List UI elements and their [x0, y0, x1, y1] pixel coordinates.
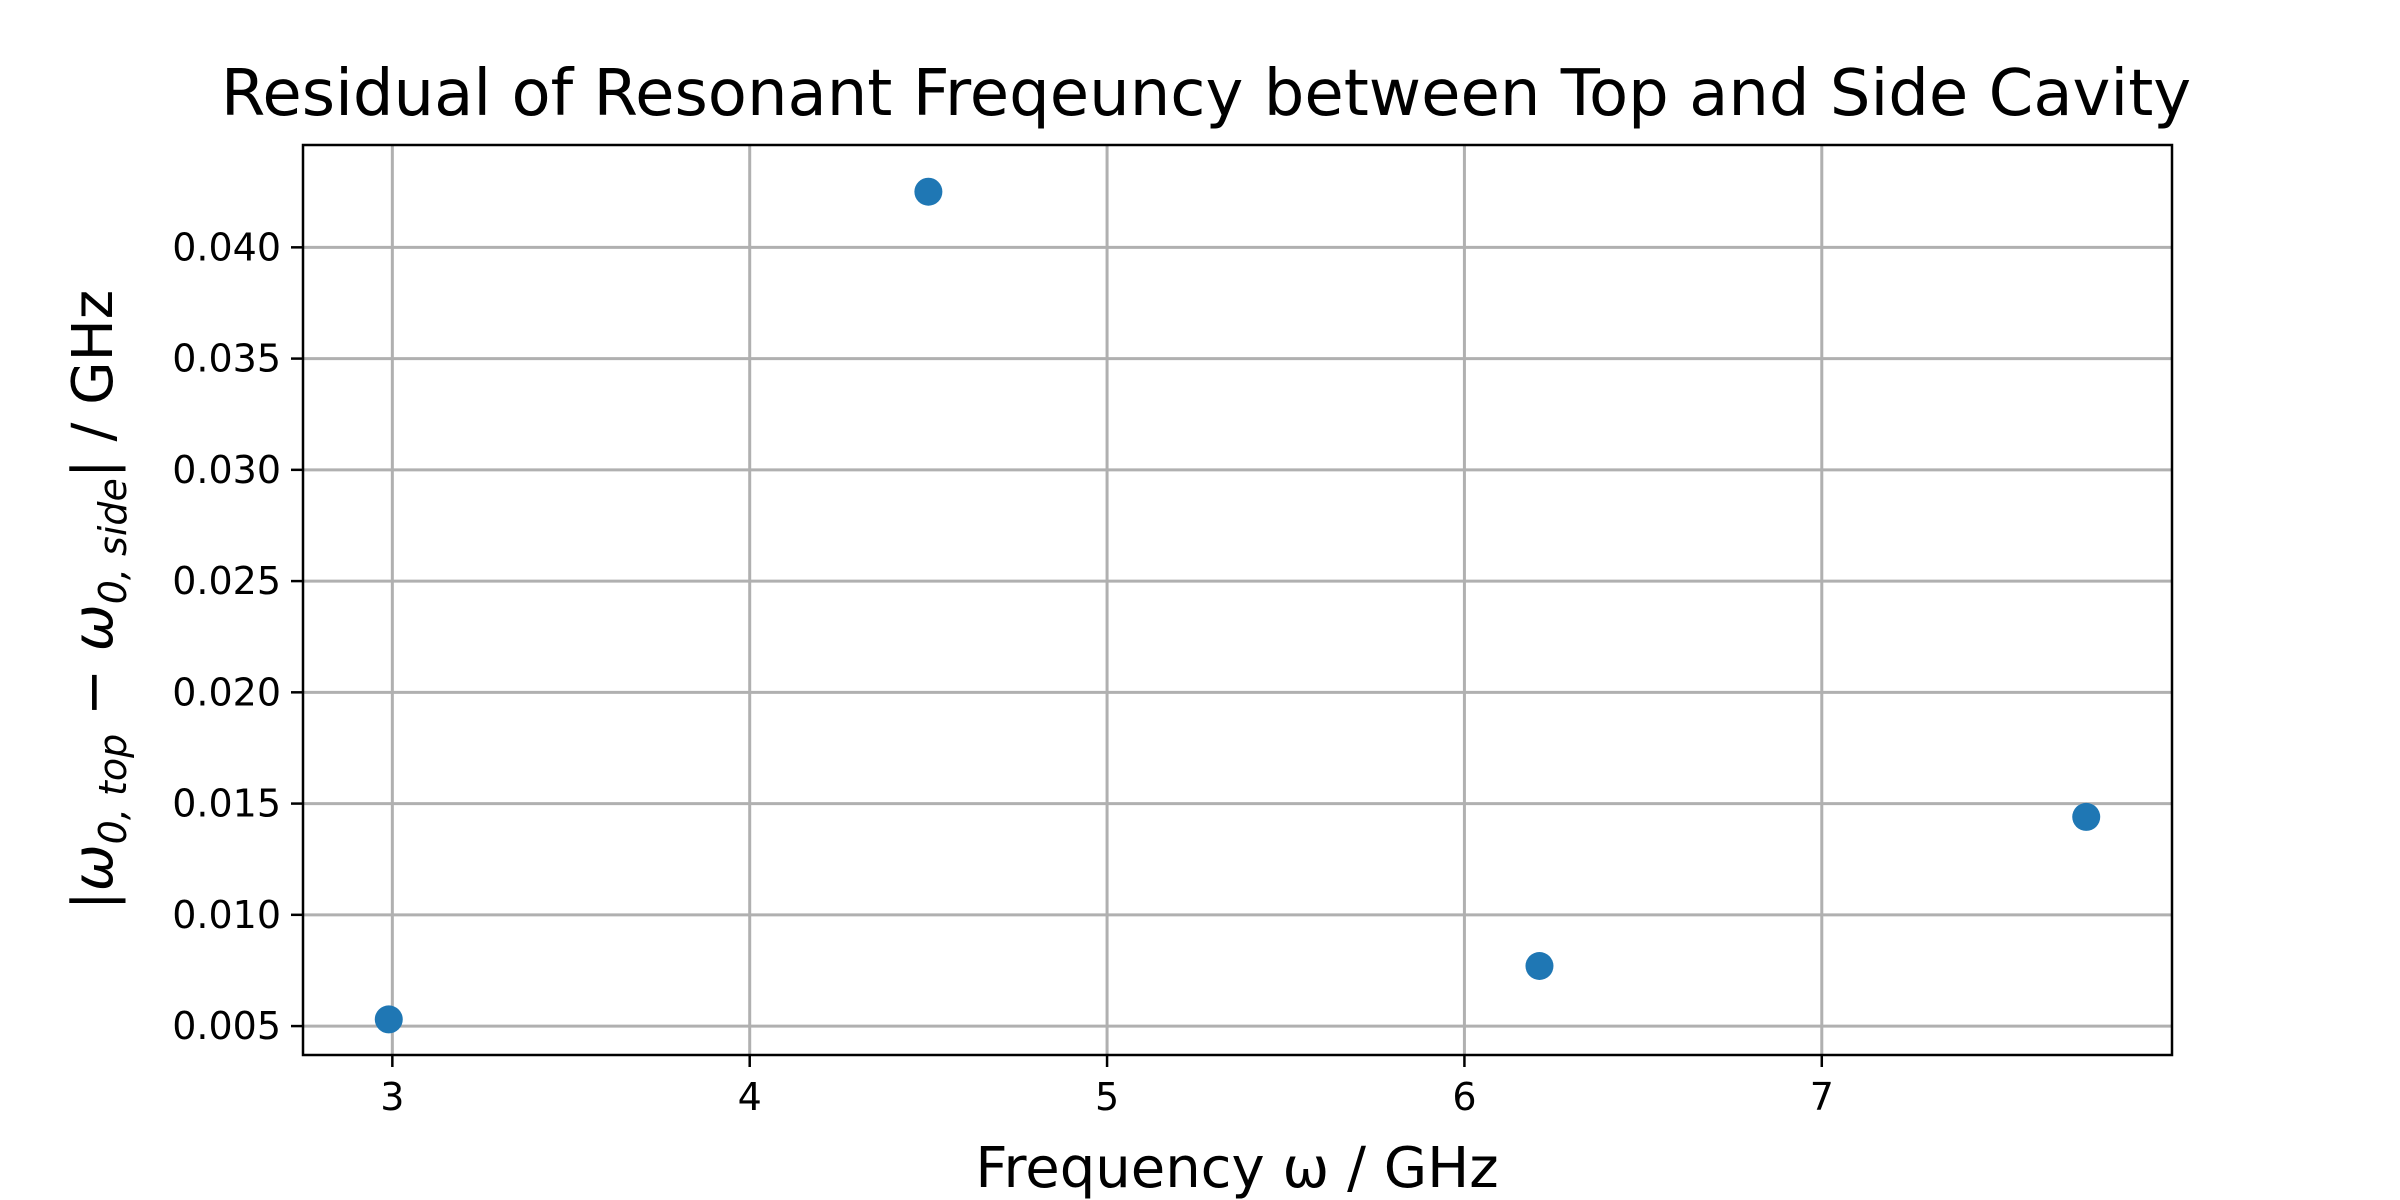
y-axis-label: |ω0, top − ω0, side| / GHz: [61, 290, 135, 910]
y-axis-label-open: |: [61, 891, 126, 910]
y-tick-label: 0.010: [172, 893, 281, 937]
y-tick-label: 0.020: [172, 670, 281, 714]
y-tick-label: 0.005: [172, 1004, 281, 1048]
grid-lines: [303, 145, 2172, 1055]
x-tick-label: 7: [1810, 1075, 1834, 1119]
y-tick-label: 0.040: [172, 225, 281, 269]
chart-title: Residual of Resonant Freqeuncy between T…: [221, 57, 2191, 131]
y-axis-label-sub-top: 0, top: [91, 734, 135, 845]
data-point: [1525, 952, 1554, 981]
x-tick-label: 3: [380, 1075, 404, 1119]
x-tick-label: 5: [1095, 1075, 1119, 1119]
y-axis-label-omega-side: ω: [61, 604, 126, 651]
y-tick-label: 0.030: [172, 448, 281, 492]
y-axis-label-omega-top: ω: [61, 844, 126, 891]
y-axis-label-minus: −: [61, 651, 126, 734]
y-axis-ticks: 0.005 0.010 0.015 0.020 0.025 0.030 0.035 0.040: [172, 225, 303, 1048]
data-points: [374, 177, 2101, 1034]
x-tick-label: 6: [1452, 1075, 1476, 1119]
x-tick-label: 4: [738, 1075, 762, 1119]
y-tick-label: 0.035: [172, 337, 281, 381]
y-tick-label: 0.025: [172, 559, 281, 603]
data-point: [914, 177, 943, 206]
plot-frame: [301, 143, 2174, 1057]
y-axis-label-close: | / GHz: [61, 290, 126, 478]
x-axis-label: Frequency ω / GHz: [975, 1136, 1498, 1200]
y-tick-label: 0.015: [172, 782, 281, 826]
x-axis-ticks: 3 4 5 6 7: [380, 1055, 1834, 1119]
data-point: [374, 1005, 403, 1034]
y-axis-label-sub-side: 0, side: [91, 478, 135, 604]
data-point: [2072, 802, 2101, 831]
